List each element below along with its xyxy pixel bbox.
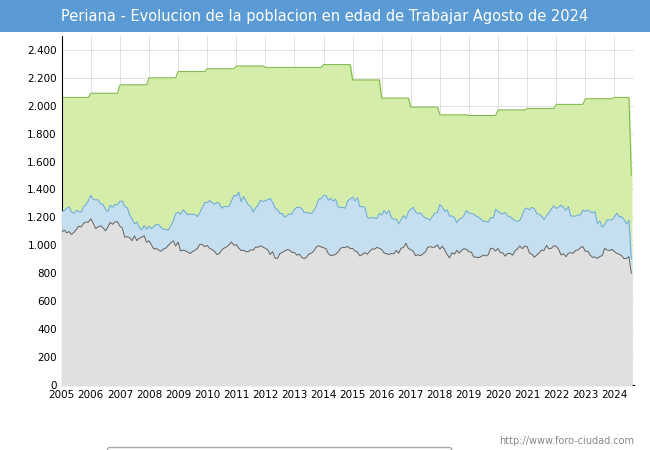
Text: Periana - Evolucion de la poblacion en edad de Trabajar Agosto de 2024: Periana - Evolucion de la poblacion en e… — [61, 9, 589, 24]
Legend: Ocupados, Parados, Hab. entre 16-64: Ocupados, Parados, Hab. entre 16-64 — [107, 447, 451, 450]
Text: http://www.foro-ciudad.com: http://www.foro-ciudad.com — [499, 436, 634, 446]
